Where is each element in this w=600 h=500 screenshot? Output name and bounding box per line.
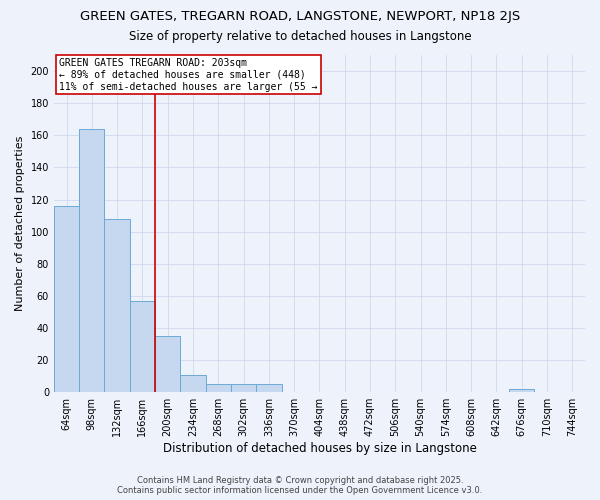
Bar bbox=[231, 384, 256, 392]
Bar bbox=[155, 336, 181, 392]
Bar bbox=[509, 389, 535, 392]
Bar bbox=[181, 374, 206, 392]
Bar bbox=[54, 206, 79, 392]
Bar bbox=[104, 219, 130, 392]
Bar bbox=[206, 384, 231, 392]
Bar bbox=[130, 300, 155, 392]
Y-axis label: Number of detached properties: Number of detached properties bbox=[15, 136, 25, 312]
Bar bbox=[256, 384, 281, 392]
Text: Contains HM Land Registry data © Crown copyright and database right 2025.
Contai: Contains HM Land Registry data © Crown c… bbox=[118, 476, 482, 495]
Text: Size of property relative to detached houses in Langstone: Size of property relative to detached ho… bbox=[128, 30, 472, 43]
Bar bbox=[79, 129, 104, 392]
X-axis label: Distribution of detached houses by size in Langstone: Distribution of detached houses by size … bbox=[163, 442, 476, 455]
Text: GREEN GATES TREGARN ROAD: 203sqm
← 89% of detached houses are smaller (448)
11% : GREEN GATES TREGARN ROAD: 203sqm ← 89% o… bbox=[59, 58, 318, 92]
Text: GREEN GATES, TREGARN ROAD, LANGSTONE, NEWPORT, NP18 2JS: GREEN GATES, TREGARN ROAD, LANGSTONE, NE… bbox=[80, 10, 520, 23]
